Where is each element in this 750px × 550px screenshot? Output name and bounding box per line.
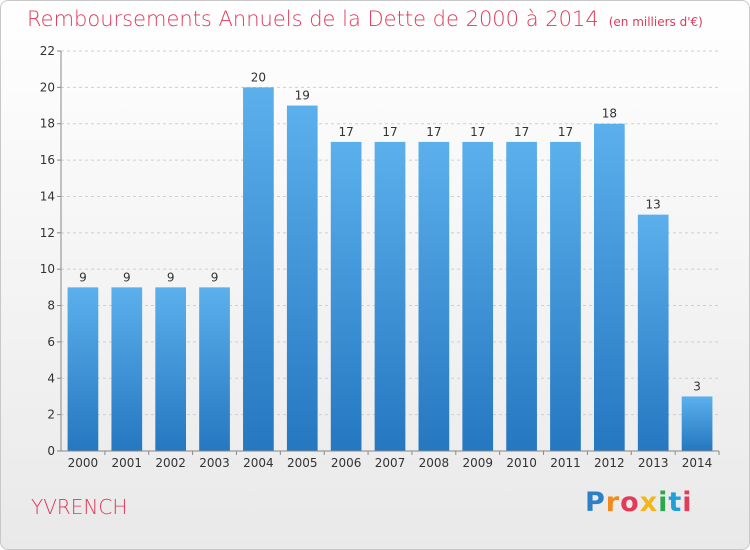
y-tick-label: 10 — [40, 262, 55, 276]
bar-2014 — [681, 396, 713, 451]
bar-2010 — [506, 141, 537, 451]
data-label-2001: 9 — [123, 270, 131, 284]
y-tick-label: 4 — [47, 371, 55, 385]
x-tick-label-2011: 2011 — [550, 456, 581, 470]
title-unit: (en milliers d'€) — [608, 15, 703, 29]
y-tick-label: 2 — [47, 408, 55, 422]
logo-letter: o — [620, 487, 640, 518]
x-tick-label-2008: 2008 — [419, 456, 450, 470]
data-label-2012: 18 — [602, 107, 617, 121]
commune-name: YVRENCH — [31, 495, 128, 519]
bar-2009 — [462, 141, 494, 451]
bar-2005 — [286, 105, 318, 451]
y-tick-label: 14 — [40, 189, 55, 203]
data-label-2000: 9 — [79, 270, 87, 284]
x-tick-label-2006: 2006 — [331, 456, 362, 470]
y-tick-label: 22 — [40, 44, 55, 58]
data-label-2014: 3 — [693, 379, 701, 393]
y-tick-label: 18 — [40, 117, 55, 131]
x-tick-label-2003: 2003 — [199, 456, 230, 470]
y-tick-label: 6 — [47, 335, 55, 349]
x-tick-label-2001: 2001 — [112, 456, 143, 470]
data-label-2006: 17 — [338, 125, 353, 139]
logo-letter: P — [585, 487, 606, 518]
bar-2003 — [199, 287, 230, 451]
x-tick-label-2005: 2005 — [287, 456, 318, 470]
data-label-2011: 17 — [558, 125, 573, 139]
bar-2013 — [637, 214, 669, 451]
logo-letter: t — [668, 487, 683, 518]
bar-2006 — [330, 141, 362, 451]
y-tick-label: 0 — [47, 444, 55, 458]
x-tick-label-2010: 2010 — [506, 456, 537, 470]
logo-letter: r — [605, 487, 621, 518]
bar-2012 — [593, 123, 625, 452]
title-text: Remboursements Annuels de la Dette de 20… — [27, 7, 599, 31]
x-tick-label-2014: 2014 — [682, 456, 713, 470]
x-tick-label-2007: 2007 — [375, 456, 406, 470]
data-label-2005: 19 — [295, 89, 310, 103]
bar-2002 — [155, 287, 187, 451]
x-tick-label-2012: 2012 — [594, 456, 625, 470]
bar-2011 — [550, 141, 581, 451]
bar-2000 — [67, 287, 99, 451]
data-label-2007: 17 — [382, 125, 397, 139]
data-label-2010: 17 — [514, 125, 529, 139]
bar-2001 — [111, 287, 143, 451]
data-label-2009: 17 — [470, 125, 485, 139]
data-label-2013: 13 — [646, 198, 661, 212]
y-tick-label: 16 — [40, 153, 55, 167]
data-label-2004: 20 — [251, 70, 266, 84]
data-label-2008: 17 — [426, 125, 441, 139]
chart-title: Remboursements Annuels de la Dette de 20… — [27, 7, 703, 31]
logo-letter: i — [682, 487, 693, 518]
y-tick-label: 20 — [40, 80, 55, 94]
x-tick-label-2000: 2000 — [68, 456, 99, 470]
x-tick-label-2009: 2009 — [462, 456, 493, 470]
x-tick-label-2002: 2002 — [155, 456, 186, 470]
proxiti-logo[interactable]: Proxiti — [585, 487, 693, 518]
logo-letter: x — [639, 487, 659, 518]
x-tick-label-2004: 2004 — [243, 456, 274, 470]
y-tick-label: 12 — [40, 226, 55, 240]
x-tick-label-2013: 2013 — [638, 456, 669, 470]
data-label-2002: 9 — [167, 270, 175, 284]
data-label-2003: 9 — [211, 270, 219, 284]
bar-2008 — [418, 141, 450, 451]
bar-2004 — [243, 87, 274, 451]
bar-2007 — [374, 141, 406, 451]
y-tick-label: 8 — [47, 299, 55, 313]
logo-letter: i — [658, 487, 669, 518]
